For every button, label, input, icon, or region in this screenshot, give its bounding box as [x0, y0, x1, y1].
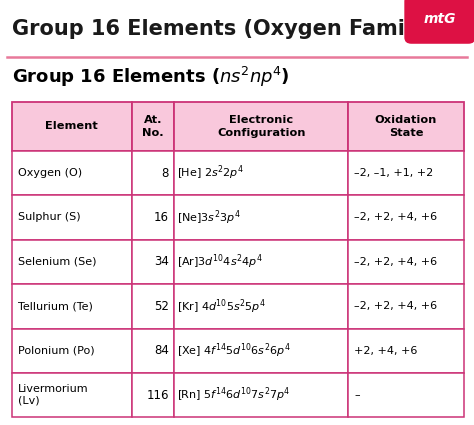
Text: Oxidation
State: Oxidation State [375, 115, 437, 138]
Text: –2, –1, +1, +2: –2, –1, +1, +2 [354, 168, 433, 178]
Text: mtG: mtG [424, 12, 456, 26]
Bar [12, 102, 132, 151]
Text: Electronic
Configuration: Electronic Configuration [217, 115, 306, 138]
Text: +2, +4, +6: +2, +4, +6 [354, 346, 418, 356]
Text: 116: 116 [146, 388, 169, 402]
Text: Sulphur (S): Sulphur (S) [18, 212, 80, 223]
Text: 52: 52 [154, 300, 169, 313]
Text: –2, +2, +4, +6: –2, +2, +4, +6 [354, 301, 437, 312]
Bar [174, 196, 348, 240]
Bar [12, 329, 132, 373]
Text: At.
No.: At. No. [142, 115, 164, 138]
Bar [348, 284, 464, 329]
Bar [132, 284, 174, 329]
FancyBboxPatch shape [404, 0, 474, 44]
Bar [12, 151, 132, 196]
Bar [348, 151, 464, 196]
Bar [174, 151, 348, 196]
Bar [348, 373, 464, 417]
Bar [174, 373, 348, 417]
Bar [174, 329, 348, 373]
Text: Oxygen (O): Oxygen (O) [18, 168, 82, 178]
Bar [12, 196, 132, 240]
Text: [Rn] $5f^{14}6d^{10}7s^27p^4$: [Rn] $5f^{14}6d^{10}7s^27p^4$ [177, 386, 291, 405]
Text: Group 16 Elements ($\mathbf{\mathit{ns}}^2\mathbf{\mathit{np}}^4$): Group 16 Elements ($\mathbf{\mathit{ns}}… [12, 65, 289, 88]
Text: 34: 34 [154, 255, 169, 269]
Bar [174, 284, 348, 329]
Bar [132, 240, 174, 284]
Text: 8: 8 [162, 167, 169, 180]
Bar [174, 102, 348, 151]
Text: [Xe] $4f^{14}5d^{10}6s^26p^4$: [Xe] $4f^{14}5d^{10}6s^26p^4$ [177, 341, 291, 360]
Bar [348, 196, 464, 240]
Bar [132, 373, 174, 417]
Text: Tellurium (Te): Tellurium (Te) [18, 301, 92, 312]
Text: –: – [354, 390, 360, 400]
Bar [132, 329, 174, 373]
Text: –2, +2, +4, +6: –2, +2, +4, +6 [354, 257, 437, 267]
Bar [348, 102, 464, 151]
Text: Element: Element [46, 122, 98, 131]
Bar [12, 284, 132, 329]
Text: [Kr] $4d^{10}5s^25p^4$: [Kr] $4d^{10}5s^25p^4$ [177, 297, 266, 316]
Text: 84: 84 [154, 344, 169, 357]
Text: [He] $2s^22p^4$: [He] $2s^22p^4$ [177, 164, 244, 182]
Bar [132, 151, 174, 196]
Text: Selenium (Se): Selenium (Se) [18, 257, 96, 267]
Bar [348, 240, 464, 284]
Bar [174, 240, 348, 284]
Text: [Ne]$3s^23p^4$: [Ne]$3s^23p^4$ [177, 208, 241, 227]
Text: Polonium (Po): Polonium (Po) [18, 346, 94, 356]
Text: –2, +2, +4, +6: –2, +2, +4, +6 [354, 212, 437, 223]
Bar [132, 102, 174, 151]
Bar [12, 373, 132, 417]
Bar [348, 329, 464, 373]
Bar [132, 196, 174, 240]
Text: Livermorium
(Lv): Livermorium (Lv) [18, 384, 88, 406]
Text: Group 16 Elements (Oxygen Family): Group 16 Elements (Oxygen Family) [12, 19, 435, 39]
Text: 16: 16 [154, 211, 169, 224]
Text: [Ar]$3d^{10}4s^24p^4$: [Ar]$3d^{10}4s^24p^4$ [177, 252, 263, 271]
Bar [12, 240, 132, 284]
